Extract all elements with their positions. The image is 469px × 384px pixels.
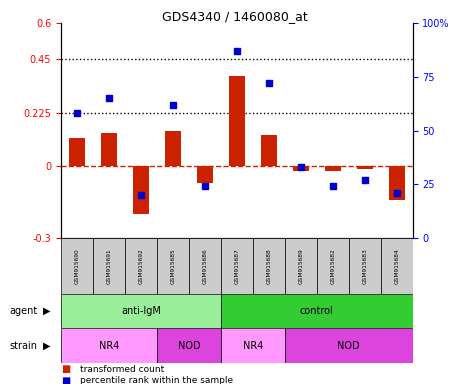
Point (233, 48, 241, 54)
Bar (285, 328, 413, 363)
Text: NR4: NR4 (99, 341, 119, 351)
Bar (293, 166, 309, 171)
Point (361, 177, 369, 183)
Point (329, 184, 337, 190)
Text: anti-IgM: anti-IgM (121, 306, 161, 316)
Text: percentile rank within the sample: percentile rank within the sample (80, 376, 233, 384)
Text: GDS4340 / 1460080_at: GDS4340 / 1460080_at (162, 10, 307, 23)
Bar (253, 238, 285, 294)
Text: GSM915692: GSM915692 (138, 248, 144, 284)
Text: GSM915687: GSM915687 (234, 248, 239, 284)
Bar (285, 238, 317, 294)
Text: GSM915689: GSM915689 (298, 248, 303, 284)
Text: transformed count: transformed count (80, 365, 164, 374)
Bar (317, 238, 349, 294)
Bar (357, 166, 373, 169)
Point (393, 190, 401, 196)
Point (297, 164, 304, 170)
Text: ■: ■ (61, 376, 70, 384)
Text: ■: ■ (61, 364, 70, 374)
Point (137, 192, 144, 198)
Point (73, 110, 81, 116)
Point (105, 95, 113, 101)
Text: GSM915685: GSM915685 (170, 248, 175, 284)
Bar (61, 328, 157, 363)
Bar (221, 328, 285, 363)
Text: GSM915691: GSM915691 (106, 248, 112, 284)
Bar (381, 238, 413, 294)
Text: ▶: ▶ (43, 306, 51, 316)
Bar (197, 166, 213, 183)
Point (201, 184, 209, 190)
Bar (157, 238, 189, 294)
Bar (229, 76, 245, 166)
Bar (69, 138, 85, 166)
Text: GSM915683: GSM915683 (362, 248, 367, 284)
Bar (61, 238, 93, 294)
Text: control: control (300, 306, 333, 316)
Point (169, 102, 177, 108)
Text: GSM915684: GSM915684 (394, 248, 399, 284)
Bar (165, 131, 181, 166)
Bar (189, 238, 221, 294)
Text: NOD: NOD (338, 341, 360, 351)
Bar (93, 238, 125, 294)
Bar (125, 238, 157, 294)
Bar (349, 238, 381, 294)
Bar (221, 294, 413, 328)
Text: GSM915686: GSM915686 (202, 248, 207, 284)
Text: GSM915690: GSM915690 (75, 248, 79, 284)
Text: NOD: NOD (178, 341, 200, 351)
Text: ▶: ▶ (43, 341, 51, 351)
Bar (221, 238, 253, 294)
Text: GSM915682: GSM915682 (330, 248, 335, 284)
Bar (157, 328, 221, 363)
Bar (261, 135, 277, 166)
Text: agent: agent (9, 306, 38, 316)
Bar (325, 166, 341, 171)
Text: GSM915688: GSM915688 (266, 248, 272, 284)
Text: NR4: NR4 (242, 341, 263, 351)
Bar (389, 166, 405, 200)
Bar (61, 294, 221, 328)
Bar (133, 166, 149, 214)
Point (265, 80, 272, 86)
Bar (101, 133, 117, 166)
Text: strain: strain (9, 341, 38, 351)
